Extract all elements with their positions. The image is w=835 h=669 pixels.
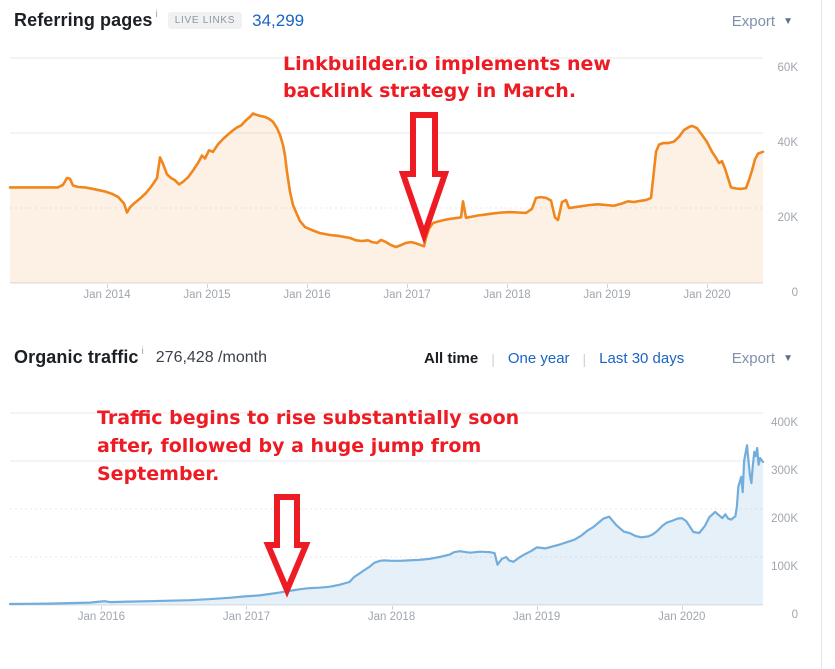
info-icon[interactable]: i <box>141 346 144 357</box>
referring-pages-x-axis-label: Jan 2019 <box>583 289 631 301</box>
live-links-badge: LIVE LINKS <box>167 12 243 29</box>
referring-pages-x-tick <box>207 284 208 288</box>
tab-last-30-days[interactable]: Last 30 days <box>599 350 685 367</box>
referring-pages-x-tick <box>607 284 608 288</box>
referring-pages-y-axis-label: 60K <box>777 62 798 74</box>
tab-separator: | <box>582 350 587 367</box>
organic-traffic-x-tick <box>246 606 248 610</box>
referring-pages-y-axis-label: 20K <box>777 212 798 224</box>
referring-pages-x-tick <box>307 284 308 288</box>
referring-pages-x-tick <box>107 284 108 288</box>
panel-right-border <box>821 0 822 669</box>
referring-pages-x-axis-label: Jan 2016 <box>283 289 331 301</box>
organic-traffic-y-axis-label: 200K <box>771 513 798 525</box>
organic-traffic-x-axis-label: Jan 2018 <box>367 611 416 623</box>
organic-traffic-x-tick <box>536 606 538 610</box>
organic-traffic-x-tick <box>681 606 683 610</box>
organic-traffic-y-axis-label: 0 <box>791 609 798 621</box>
tab-one-year[interactable]: One year <box>507 350 570 367</box>
organic-traffic-title: Organic traffic <box>14 347 139 367</box>
export-label: Export <box>731 350 776 367</box>
referring-pages-x-tick <box>507 284 508 288</box>
referring-pages-x-axis-label: Jan 2017 <box>383 289 431 301</box>
annotation-traffic-rise: Traffic begins to rise substantially soo… <box>97 404 519 488</box>
organic-traffic-header: Organic traffic i 276,428 /month <box>14 346 267 368</box>
chevron-down-icon: ▼ <box>783 15 793 27</box>
referring-pages-title: Referring pages <box>14 10 153 30</box>
referring-pages-header: Referring pages i LIVE LINKS 34,299 <box>14 9 305 31</box>
annotation-line: September. <box>97 463 220 485</box>
referring-pages-x-axis-label: Jan 2014 <box>83 289 131 301</box>
referring-pages-x-tick <box>407 284 408 288</box>
tab-all-time[interactable]: All time <box>424 350 479 367</box>
tab-separator: | <box>491 350 495 367</box>
info-icon[interactable]: i <box>155 9 158 20</box>
organic-traffic-value: 276,428 /month <box>155 348 267 366</box>
export-button-organic[interactable]: Export ▼ <box>732 350 793 367</box>
annotation-line: backlink strategy in March. <box>283 80 577 102</box>
chevron-down-icon: ▼ <box>783 352 793 364</box>
organic-traffic-y-axis-label: 300K <box>771 465 798 477</box>
organic-traffic-x-axis-label: Jan 2016 <box>77 611 126 623</box>
referring-pages-x-axis-label: Jan 2020 <box>683 289 731 301</box>
annotation-backlink-strategy: Linkbuilder.io implements new backlink s… <box>283 51 611 105</box>
organic-traffic-x-axis-label: Jan 2019 <box>512 611 561 623</box>
organic-traffic-x-axis-label: Jan 2020 <box>658 611 706 623</box>
organic-traffic-x-axis-label: Jan 2017 <box>222 611 271 623</box>
referring-pages-x-tick <box>707 284 708 288</box>
organic-traffic-x-tick <box>391 606 393 610</box>
referring-pages-y-axis-label: 40K <box>777 137 798 149</box>
annotation-line: Linkbuilder.io implements new <box>283 53 611 75</box>
referring-pages-x-axis-label: Jan 2018 <box>483 289 531 301</box>
live-links-count[interactable]: 34,299 <box>252 10 305 30</box>
referring-pages-y-axis-label: 0 <box>791 287 798 299</box>
organic-traffic-x-tick <box>101 606 103 610</box>
export-button-referring[interactable]: Export ▼ <box>732 13 793 30</box>
organic-traffic-y-axis-label: 100K <box>771 561 798 573</box>
date-range-tabs: All time | One year | Last 30 days <box>424 350 684 367</box>
export-label: Export <box>731 13 776 30</box>
referring-pages-x-axis-label: Jan 2015 <box>183 289 231 301</box>
organic-traffic-y-axis-label: 400K <box>771 417 798 429</box>
annotation-line: Traffic begins to rise substantially soo… <box>97 407 520 429</box>
annotation-line: after, followed by a huge jump from <box>97 435 482 457</box>
